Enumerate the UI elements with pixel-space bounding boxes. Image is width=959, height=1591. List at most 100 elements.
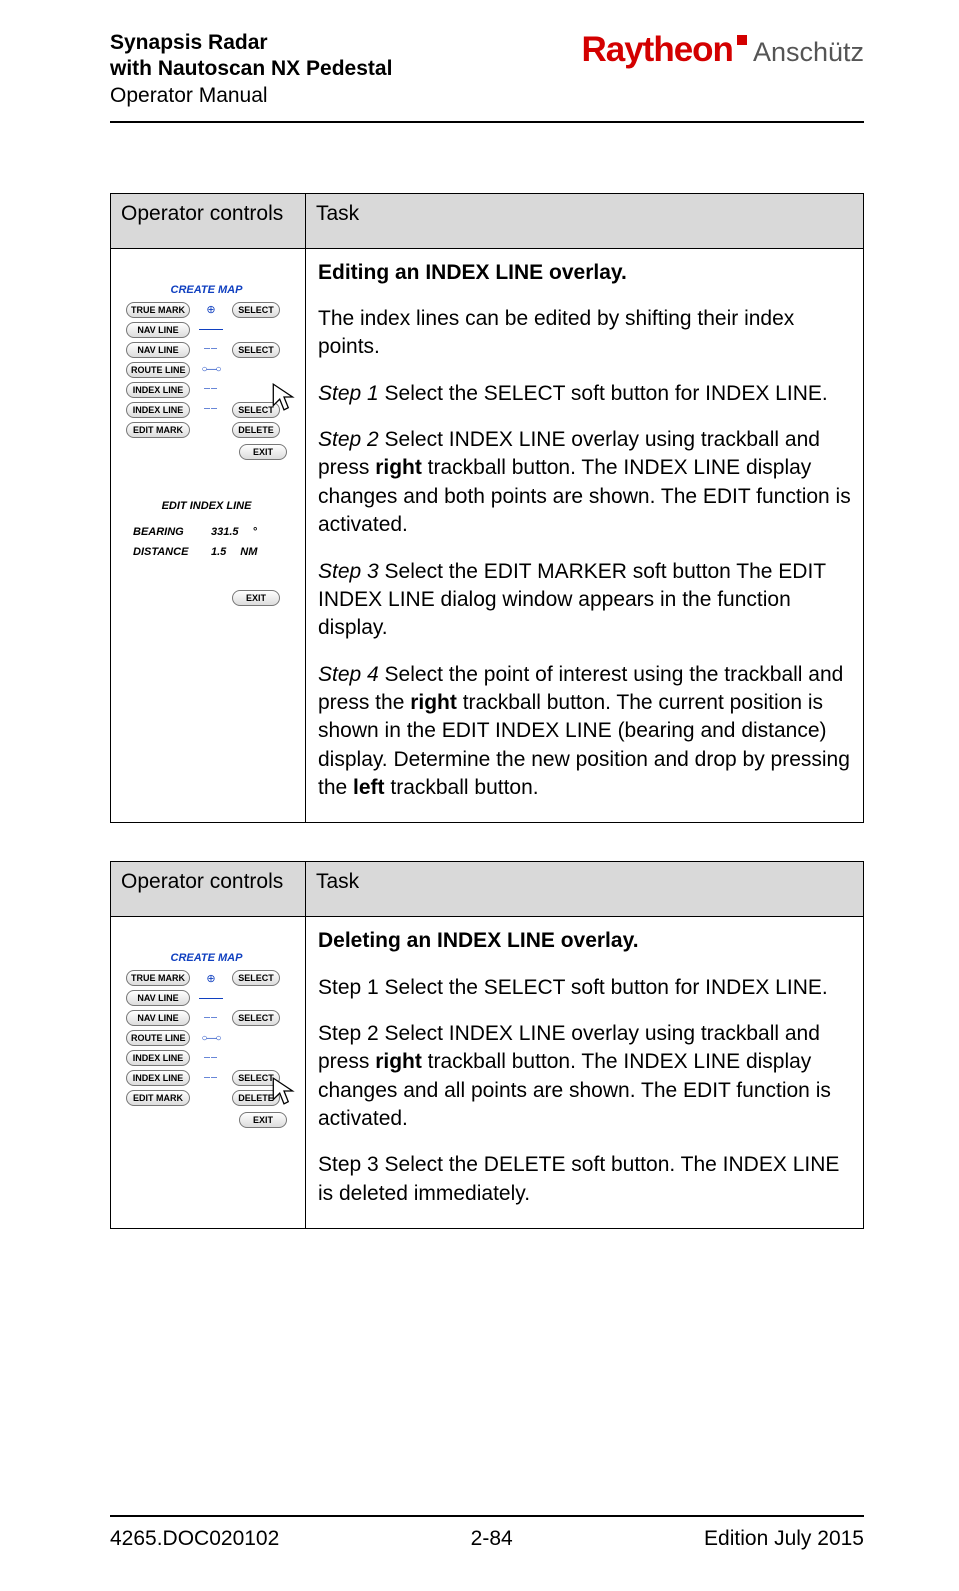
page-footer: 4265.DOC020102 2-84 Edition July 2015 bbox=[110, 1515, 864, 1551]
distance-value: 1.5 bbox=[211, 546, 226, 558]
procedure-table-2: Operator controls Task CREATE MAP TRUE M… bbox=[110, 861, 864, 1229]
edit-mark-button[interactable]: EDIT MARK bbox=[126, 422, 190, 438]
task-cell: Editing an INDEX LINE overlay. The index… bbox=[306, 248, 864, 823]
route-line-button[interactable]: ROUTE LINE bbox=[126, 1030, 190, 1046]
symbol-icon: ○—○ bbox=[194, 363, 228, 377]
procedure-table-1: Operator controls Task CREATE MAP TRUE M… bbox=[110, 193, 864, 824]
panel-row: INDEX LINE ┄┄ bbox=[120, 1050, 293, 1070]
col-header-task: Task bbox=[306, 193, 864, 248]
panel-row: INDEX LINE ┄┄ bbox=[120, 382, 293, 402]
panel-row: EXIT bbox=[120, 1110, 293, 1132]
delete-button[interactable]: DELETE bbox=[232, 1090, 280, 1106]
task-intro: The index lines can be edited by shiftin… bbox=[318, 305, 851, 362]
edit-index-line-panel: EDIT INDEX LINE BEARING 331.5 ° DISTANCE… bbox=[119, 490, 294, 616]
symbol-icon bbox=[194, 1091, 228, 1105]
task-step-2: Step 2 Select INDEX LINE overlay using t… bbox=[318, 1020, 851, 1133]
nav-line-button[interactable]: NAV LINE bbox=[126, 990, 190, 1006]
col-header-operator: Operator controls bbox=[111, 862, 306, 917]
panel-title: EDIT INDEX LINE bbox=[127, 496, 286, 518]
logo-square-icon bbox=[737, 35, 747, 45]
table-body-row: CREATE MAP TRUE MARK ⊕ SELECT NAV LINE N… bbox=[111, 248, 864, 823]
select-button[interactable]: SELECT bbox=[232, 970, 280, 986]
logo-anschutz: Anschütz bbox=[753, 37, 864, 68]
select-button[interactable]: SELECT bbox=[232, 1010, 280, 1026]
panel-row: ROUTE LINE ○—○ bbox=[120, 362, 293, 382]
panel-row: INDEX LINE ┄┄ SELECT bbox=[120, 402, 293, 422]
footer-rule bbox=[110, 1515, 864, 1517]
exit-button[interactable]: EXIT bbox=[239, 1112, 287, 1128]
symbol-icon: ┄┄ bbox=[194, 383, 228, 397]
panel-row: EDIT MARK DELETE bbox=[120, 422, 293, 442]
table-header-row: Operator controls Task bbox=[111, 862, 864, 917]
task-title: Editing an INDEX LINE overlay. bbox=[318, 259, 851, 287]
task-step-1: Step 1 Select the SELECT soft button for… bbox=[318, 380, 851, 408]
delete-button[interactable]: DELETE bbox=[232, 422, 280, 438]
operator-controls-cell: CREATE MAP TRUE MARK ⊕ SELECT NAV LINE N… bbox=[111, 248, 306, 823]
edit-mark-button[interactable]: EDIT MARK bbox=[126, 1090, 190, 1106]
operator-controls-cell: CREATE MAP TRUE MARK ⊕ SELECT NAV LINE N… bbox=[111, 917, 306, 1229]
distance-row: DISTANCE 1.5 NM bbox=[127, 538, 286, 558]
panel-row: EXIT bbox=[127, 588, 286, 610]
exit-button[interactable]: EXIT bbox=[232, 590, 280, 606]
content: Operator controls Task CREATE MAP TRUE M… bbox=[110, 123, 864, 1229]
route-line-button[interactable]: ROUTE LINE bbox=[126, 362, 190, 378]
bearing-row: BEARING 331.5 ° bbox=[127, 518, 286, 538]
symbol-icon: ⊕ bbox=[194, 303, 228, 317]
select-button[interactable]: SELECT bbox=[232, 302, 280, 318]
task-step-3: Step 3 Select the EDIT MARKER soft butto… bbox=[318, 558, 851, 643]
panel-row: NAV LINE ┄┄ SELECT bbox=[120, 1010, 293, 1030]
index-line-button[interactable]: INDEX LINE bbox=[126, 382, 190, 398]
doc-type: Operator Manual bbox=[110, 83, 392, 109]
panel-row: NAV LINE bbox=[120, 322, 293, 342]
panel-row: EDIT MARK DELETE bbox=[120, 1090, 293, 1110]
footer-doc-id: 4265.DOC020102 bbox=[110, 1527, 279, 1551]
header-left: Synapsis Radar with Nautoscan NX Pedesta… bbox=[110, 30, 392, 109]
symbol-icon: ┄┄ bbox=[194, 1051, 228, 1065]
symbol-icon: ┄┄ bbox=[194, 1011, 228, 1025]
task-step-1: Step 1 Select the SELECT soft button for… bbox=[318, 974, 851, 1002]
page-header: Synapsis Radar with Nautoscan NX Pedesta… bbox=[110, 30, 864, 109]
logo-raytheon: Raytheon bbox=[581, 30, 746, 70]
create-map-panel: CREATE MAP TRUE MARK ⊕ SELECT NAV LINE N… bbox=[119, 279, 294, 465]
bearing-value: 331.5 bbox=[211, 526, 239, 538]
symbol-icon: ┄┄ bbox=[194, 1071, 228, 1085]
panel-row: TRUE MARK ⊕ SELECT bbox=[120, 302, 293, 322]
nav-line-button[interactable]: NAV LINE bbox=[126, 342, 190, 358]
panel-row: TRUE MARK ⊕ SELECT bbox=[120, 970, 293, 990]
page: Synapsis Radar with Nautoscan NX Pedesta… bbox=[0, 0, 959, 1591]
panel-title: CREATE MAP bbox=[120, 948, 293, 970]
true-mark-button[interactable]: TRUE MARK bbox=[126, 302, 190, 318]
bearing-label: BEARING bbox=[133, 526, 197, 538]
symbol-icon: ○—○ bbox=[194, 1031, 228, 1045]
logo-block: Raytheon Anschütz bbox=[581, 30, 864, 70]
index-line-button[interactable]: INDEX LINE bbox=[126, 402, 190, 418]
nav-line-button[interactable]: NAV LINE bbox=[126, 322, 190, 338]
table-gap bbox=[110, 823, 864, 861]
index-line-button[interactable]: INDEX LINE bbox=[126, 1050, 190, 1066]
footer-page-number: 2-84 bbox=[471, 1527, 513, 1551]
select-button[interactable]: SELECT bbox=[232, 1070, 280, 1086]
footer-edition: Edition July 2015 bbox=[704, 1527, 864, 1551]
col-header-task: Task bbox=[306, 862, 864, 917]
product-title-1: Synapsis Radar bbox=[110, 30, 392, 56]
distance-label: DISTANCE bbox=[133, 546, 197, 558]
create-map-panel: CREATE MAP TRUE MARK ⊕ SELECT NAV LINE N… bbox=[119, 947, 294, 1133]
true-mark-button[interactable]: TRUE MARK bbox=[126, 970, 190, 986]
select-button[interactable]: SELECT bbox=[232, 342, 280, 358]
footer-row: 4265.DOC020102 2-84 Edition July 2015 bbox=[110, 1527, 864, 1551]
symbol-icon: ┄┄ bbox=[194, 403, 228, 417]
symbol-icon: ┄┄ bbox=[194, 343, 228, 357]
symbol-icon bbox=[194, 323, 228, 337]
select-button[interactable]: SELECT bbox=[232, 402, 280, 418]
distance-unit: NM bbox=[240, 546, 257, 558]
panel-row: NAV LINE ┄┄ SELECT bbox=[120, 342, 293, 362]
task-step-4: Step 4 Select the point of interest usin… bbox=[318, 661, 851, 803]
task-step-2: Step 2 Select INDEX LINE overlay using t… bbox=[318, 426, 851, 539]
col-header-operator: Operator controls bbox=[111, 193, 306, 248]
table-header-row: Operator controls Task bbox=[111, 193, 864, 248]
index-line-button[interactable]: INDEX LINE bbox=[126, 1070, 190, 1086]
panel-row: INDEX LINE ┄┄ SELECT bbox=[120, 1070, 293, 1090]
exit-button[interactable]: EXIT bbox=[239, 444, 287, 460]
bearing-unit: ° bbox=[253, 526, 257, 538]
nav-line-button[interactable]: NAV LINE bbox=[126, 1010, 190, 1026]
